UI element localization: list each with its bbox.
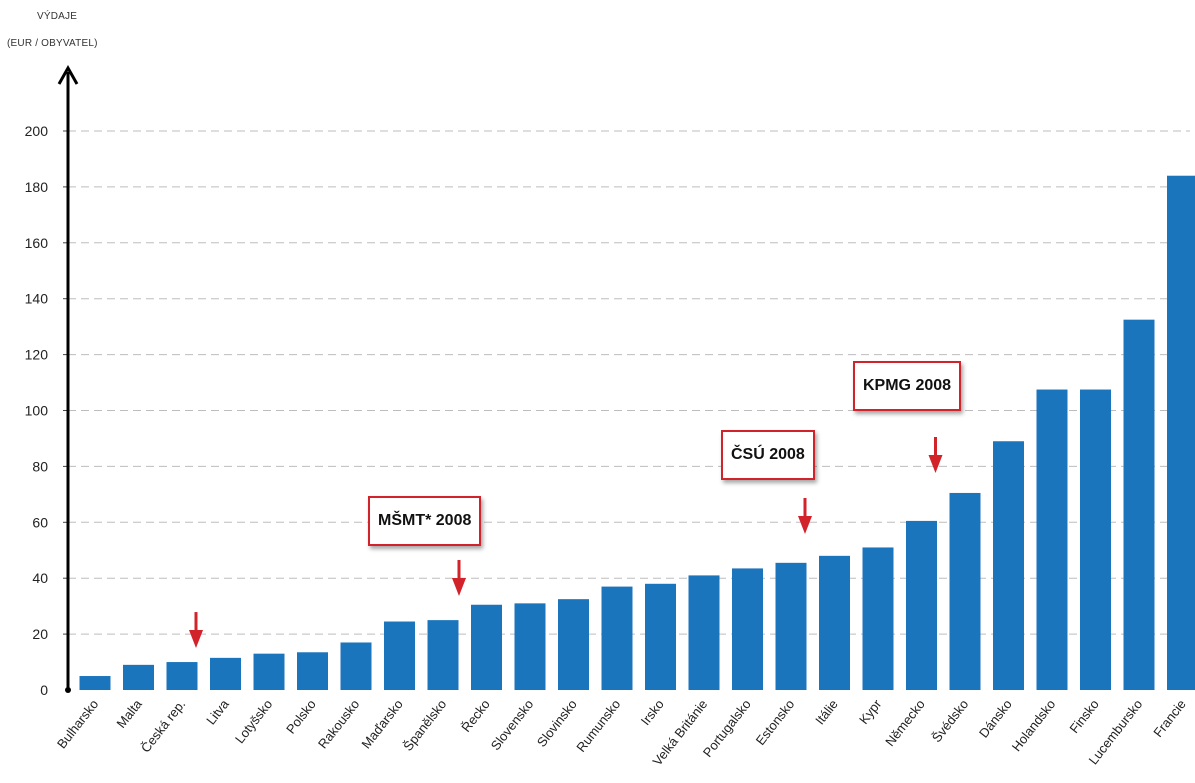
bar bbox=[819, 555, 850, 690]
arrow-head bbox=[452, 578, 466, 596]
x-tick-label: Rumunsko bbox=[573, 697, 623, 755]
bar bbox=[340, 642, 372, 690]
bar bbox=[210, 657, 241, 690]
y-tick-label: 200 bbox=[25, 123, 49, 139]
bar bbox=[514, 603, 546, 690]
down-arrow-icon bbox=[452, 560, 466, 596]
bar bbox=[123, 664, 154, 690]
x-tick-label: Polsko bbox=[283, 697, 319, 737]
bar bbox=[993, 441, 1024, 690]
x-tick-label: Lotyšsko bbox=[232, 697, 275, 747]
y-tick-label: 180 bbox=[25, 179, 49, 195]
y-tick-label: 20 bbox=[32, 626, 48, 642]
y-tick-label: 60 bbox=[32, 514, 48, 530]
y-tick-label: 0 bbox=[40, 682, 48, 698]
annotation-callout: ČSÚ 2008 bbox=[721, 430, 815, 480]
x-tick-label: Finsko bbox=[1066, 697, 1101, 736]
down-arrow-icon bbox=[189, 612, 203, 649]
bar bbox=[906, 520, 937, 690]
bar bbox=[384, 621, 415, 690]
x-tick-label: Malta bbox=[113, 696, 145, 731]
down-arrow-icon bbox=[798, 498, 812, 534]
y-tick-label: 40 bbox=[32, 570, 48, 586]
x-tick-label: Estonsko bbox=[753, 697, 798, 748]
x-tick-label: Holandsko bbox=[1009, 697, 1059, 755]
bar bbox=[1080, 389, 1111, 690]
x-tick-label: Slovinsko bbox=[534, 697, 580, 750]
x-tick-label: Litva bbox=[203, 696, 232, 727]
x-tick-label: Řecko bbox=[458, 697, 493, 735]
arrow-head bbox=[928, 455, 943, 473]
bar bbox=[645, 583, 676, 690]
x-tick-label: Švédsko bbox=[929, 697, 972, 746]
bar bbox=[297, 652, 328, 690]
bar bbox=[862, 547, 894, 690]
x-tick-label: Rakousko bbox=[315, 697, 362, 752]
x-tick-label: Itálie bbox=[812, 697, 841, 728]
bar bbox=[1123, 319, 1155, 690]
bar bbox=[1036, 389, 1068, 690]
y-tick-label: 100 bbox=[25, 403, 49, 419]
bar bbox=[558, 599, 589, 690]
y-tick-label: 80 bbox=[32, 458, 48, 474]
x-tick-label: Dánsko bbox=[976, 697, 1015, 741]
down-arrow-icon bbox=[928, 437, 943, 473]
y-axis-arrow-icon bbox=[57, 64, 79, 85]
annotation-callout: MŠMT* 2008 bbox=[368, 496, 482, 546]
x-tick-label: Bulharsko bbox=[54, 697, 101, 752]
x-tick-label: Irsko bbox=[638, 697, 667, 728]
x-tick-label: Kypr bbox=[856, 696, 885, 727]
y-tick-label: 160 bbox=[25, 235, 49, 251]
x-tick-label: Německo bbox=[882, 697, 928, 750]
y-axis-label-line1: VÝDAJE bbox=[37, 11, 78, 22]
bar bbox=[732, 568, 763, 690]
bar bbox=[1167, 175, 1195, 691]
arrow-head bbox=[189, 630, 203, 649]
axis-origin-dot bbox=[65, 687, 71, 693]
bar bbox=[79, 676, 111, 690]
x-tick-label: Česká rep. bbox=[138, 697, 189, 756]
y-axis-label-line2: (EUR / OBYVATEL) bbox=[7, 38, 98, 49]
x-tick-label: Slovensko bbox=[488, 697, 537, 754]
bar bbox=[471, 604, 502, 690]
arrow-head bbox=[798, 516, 812, 534]
x-tick-label: Španělsko bbox=[400, 697, 449, 754]
bar bbox=[688, 575, 720, 690]
y-tick-label: 140 bbox=[25, 291, 49, 307]
x-tick-label: Maďarsko bbox=[358, 697, 405, 752]
bar bbox=[601, 586, 633, 690]
bar bbox=[253, 653, 285, 690]
bar bbox=[427, 620, 459, 690]
bar bbox=[166, 662, 198, 690]
y-tick-label: 120 bbox=[25, 347, 49, 363]
bar bbox=[949, 492, 981, 690]
bar bbox=[775, 562, 807, 690]
annotation-callout: KPMG 2008 bbox=[853, 361, 962, 411]
x-tick-label: Francie bbox=[1150, 697, 1189, 740]
